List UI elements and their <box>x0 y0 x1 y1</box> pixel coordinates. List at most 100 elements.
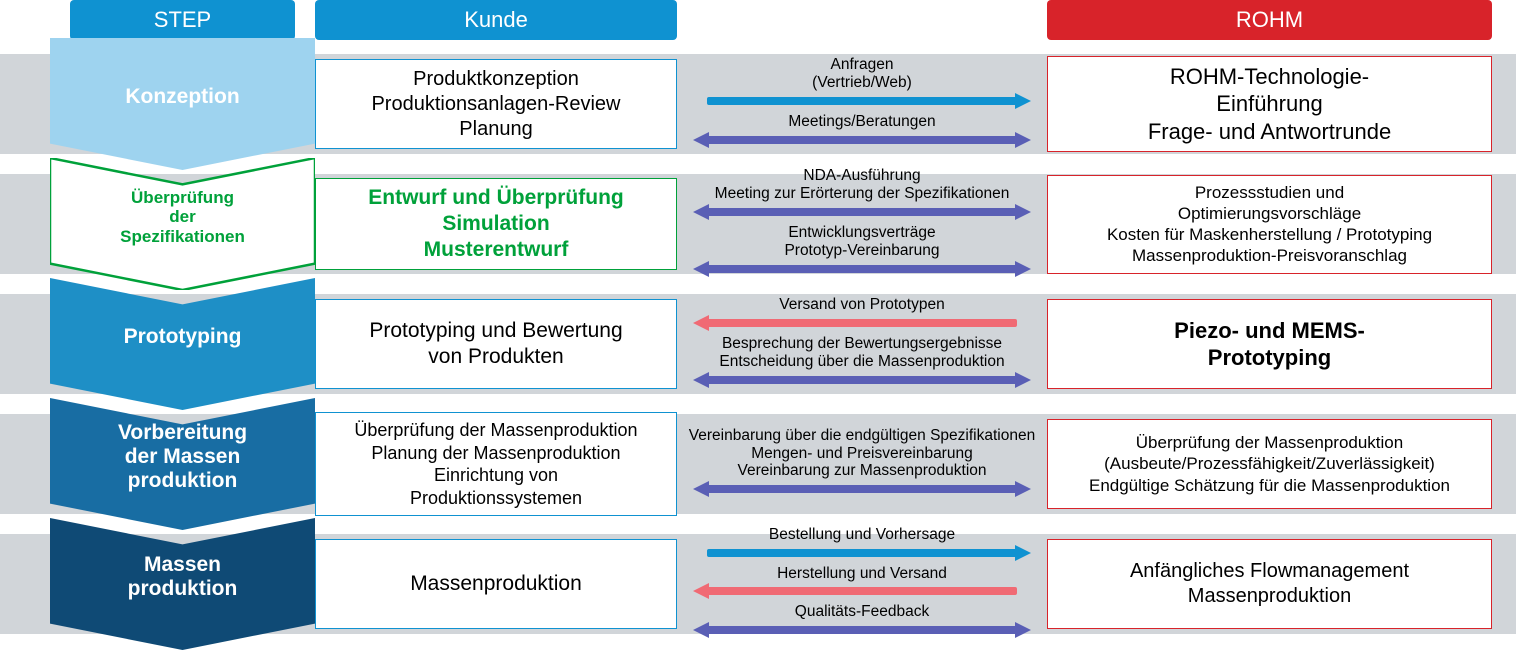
step-col: Prototyping <box>0 288 300 400</box>
mid-item: Meetings/Beratungen <box>677 113 1047 152</box>
arrow-caption: Herstellung und Versand <box>677 565 1047 583</box>
kunde-card: Prototyping und Bewertungvon Produkten <box>315 299 677 389</box>
arrow-right-blue <box>697 95 1027 107</box>
rohm-col: Piezo- und MEMS-Prototyping <box>1047 288 1492 400</box>
process-row: Konzeption ProduktkonzeptionProduktionsan… <box>0 48 1516 160</box>
rohm-card: ROHM-Technologie-EinführungFrage- und An… <box>1047 56 1492 153</box>
kunde-line: Simulation <box>442 211 549 237</box>
step-chevron: Vorbereitung der Massen produktion <box>50 398 315 530</box>
arrow-right-blue <box>697 547 1027 559</box>
step-col: Konzeption <box>0 48 300 160</box>
arrow-caption: Versand von Prototypen <box>677 296 1047 314</box>
kunde-line: Produktkonzeption <box>413 67 579 92</box>
rohm-line: Einführung <box>1216 90 1322 118</box>
mid-item: Bestellung und Vorhersage <box>677 526 1047 565</box>
header-step: STEP <box>70 0 295 40</box>
kunde-line: Produktionsanlagen-Review <box>371 92 620 117</box>
kunde-line: von Produkten <box>428 344 563 370</box>
kunde-col: Überprüfung der MassenproduktionPlanung … <box>315 408 677 520</box>
arrow-both-purple <box>697 263 1027 275</box>
mid-item: NDA-Ausführung Meeting zur Erörterung de… <box>677 167 1047 224</box>
rohm-line: (Ausbeute/Prozessfähigkeit/Zuverlässigke… <box>1104 453 1435 474</box>
kunde-col: Entwurf und ÜberprüfungSimulationMustere… <box>315 168 677 280</box>
arrow-caption: Entwicklungsverträge Prototyp-Vereinbaru… <box>677 224 1047 260</box>
arrow-left-red <box>697 585 1027 597</box>
arrow-both-purple <box>697 483 1027 495</box>
arrow-left-red <box>697 317 1027 329</box>
kunde-card: Überprüfung der MassenproduktionPlanung … <box>315 412 677 516</box>
step-chevron: Konzeption <box>50 38 315 170</box>
mid-item: Versand von Prototypen <box>677 296 1047 335</box>
mid-item: Herstellung und Versand <box>677 565 1047 604</box>
kunde-line: Prototyping und Bewertung <box>369 318 622 344</box>
mid-item: Vereinbarung über die endgültigen Spezif… <box>677 427 1047 501</box>
arrow-caption: NDA-Ausführung Meeting zur Erörterung de… <box>677 167 1047 203</box>
rohm-line: Optimierungsvorschläge <box>1178 203 1361 224</box>
step-col: Massen produktion <box>0 528 300 640</box>
step-chevron: Überprüfung der Spezifikationen <box>50 158 315 290</box>
rohm-col: Anfängliches FlowmanagementMassenprodukt… <box>1047 528 1492 640</box>
header-rohm: ROHM <box>1047 0 1492 40</box>
rohm-card: Prozessstudien undOptimierungsvorschläge… <box>1047 175 1492 274</box>
kunde-col: Massenproduktion <box>315 528 677 640</box>
rohm-line: Massenproduktion <box>1188 584 1351 609</box>
step-label: Vorbereitung der Massen produktion <box>110 421 255 507</box>
rohm-line: Massenproduktion-Preisvoranschlag <box>1132 245 1407 266</box>
rohm-col: ROHM-Technologie-EinführungFrage- und An… <box>1047 48 1492 160</box>
kunde-line: Musterentwurf <box>424 237 569 263</box>
arrow-both-purple <box>697 134 1027 146</box>
kunde-card: ProduktkonzeptionProduktionsanlagen-Revi… <box>315 59 677 149</box>
header-row: STEP Kunde ROHM <box>0 0 1516 40</box>
step-col: Überprüfung der Spezifikationen <box>0 168 300 280</box>
kunde-col: Prototyping und Bewertungvon Produkten <box>315 288 677 400</box>
process-row: Überprüfung der Spezifikationen Entwurf u… <box>0 168 1516 280</box>
rohm-col: Prozessstudien undOptimierungsvorschläge… <box>1047 168 1492 280</box>
mid-item: Entwicklungsverträge Prototyp-Vereinbaru… <box>677 224 1047 281</box>
process-row: Prototyping Prototyping und Bewertungvon … <box>0 288 1516 400</box>
rohm-line: Endgültige Schätzung für die Massenprodu… <box>1089 475 1450 496</box>
arrow-both-purple <box>697 206 1027 218</box>
step-label: Konzeption <box>117 85 247 123</box>
rohm-col: Überprüfung der Massenproduktion(Ausbeut… <box>1047 408 1492 520</box>
arrow-caption: Bestellung und Vorhersage <box>677 526 1047 544</box>
kunde-line: Einrichtung von <box>434 464 558 487</box>
rohm-line: Frage- und Antwortrunde <box>1148 118 1391 146</box>
mid-item: Anfragen (Vertrieb/Web) <box>677 56 1047 113</box>
kunde-line: Planung der Massenproduktion <box>371 442 620 465</box>
step-chevron: Prototyping <box>50 278 315 410</box>
kunde-card: Entwurf und ÜberprüfungSimulationMustere… <box>315 178 677 271</box>
rohm-line: Prototyping <box>1208 344 1331 372</box>
rohm-line: Anfängliches Flowmanagement <box>1130 559 1409 584</box>
rohm-line: Kosten für Maskenherstellung / Prototypi… <box>1107 224 1432 245</box>
process-row: Vorbereitung der Massen produktion Überpr… <box>0 408 1516 520</box>
mid-col: Bestellung und Vorhersage Herstellung un… <box>677 528 1047 640</box>
header-gap <box>677 0 1047 40</box>
mid-col: Anfragen (Vertrieb/Web) Meetings/Beratun… <box>677 48 1047 160</box>
arrow-caption: Besprechung der Bewertungsergebnisse Ent… <box>677 335 1047 371</box>
arrow-caption: Anfragen (Vertrieb/Web) <box>677 56 1047 92</box>
step-chevron: Massen produktion <box>50 518 315 650</box>
mid-item: Besprechung der Bewertungsergebnisse Ent… <box>677 335 1047 392</box>
step-col: Vorbereitung der Massen produktion <box>0 408 300 520</box>
mid-col: NDA-Ausführung Meeting zur Erörterung de… <box>677 168 1047 280</box>
step-label: Massen produktion <box>120 553 246 615</box>
mid-col: Vereinbarung über die endgültigen Spezif… <box>677 408 1047 520</box>
header-kunde: Kunde <box>315 0 677 40</box>
rohm-card: Überprüfung der Massenproduktion(Ausbeut… <box>1047 419 1492 509</box>
kunde-col: ProduktkonzeptionProduktionsanlagen-Revi… <box>315 48 677 160</box>
step-label: Prototyping <box>116 325 250 363</box>
rohm-card: Piezo- und MEMS-Prototyping <box>1047 299 1492 389</box>
rohm-line: Piezo- und MEMS- <box>1174 317 1365 345</box>
rohm-line: ROHM-Technologie- <box>1170 63 1369 91</box>
mid-item: Qualitäts-Feedback <box>677 603 1047 642</box>
rohm-card: Anfängliches FlowmanagementMassenprodukt… <box>1047 539 1492 629</box>
rohm-line: Prozessstudien und <box>1195 182 1344 203</box>
arrow-caption: Qualitäts-Feedback <box>677 603 1047 621</box>
step-label: Überprüfung der Spezifikationen <box>112 188 253 261</box>
kunde-line: Produktionssystemen <box>410 487 582 510</box>
process-row: Massen produktionMassenproduktionBestell… <box>0 528 1516 640</box>
kunde-card: Massenproduktion <box>315 539 677 629</box>
rohm-line: Überprüfung der Massenproduktion <box>1136 432 1403 453</box>
kunde-line: Überprüfung der Massenproduktion <box>354 419 637 442</box>
arrow-both-purple <box>697 624 1027 636</box>
